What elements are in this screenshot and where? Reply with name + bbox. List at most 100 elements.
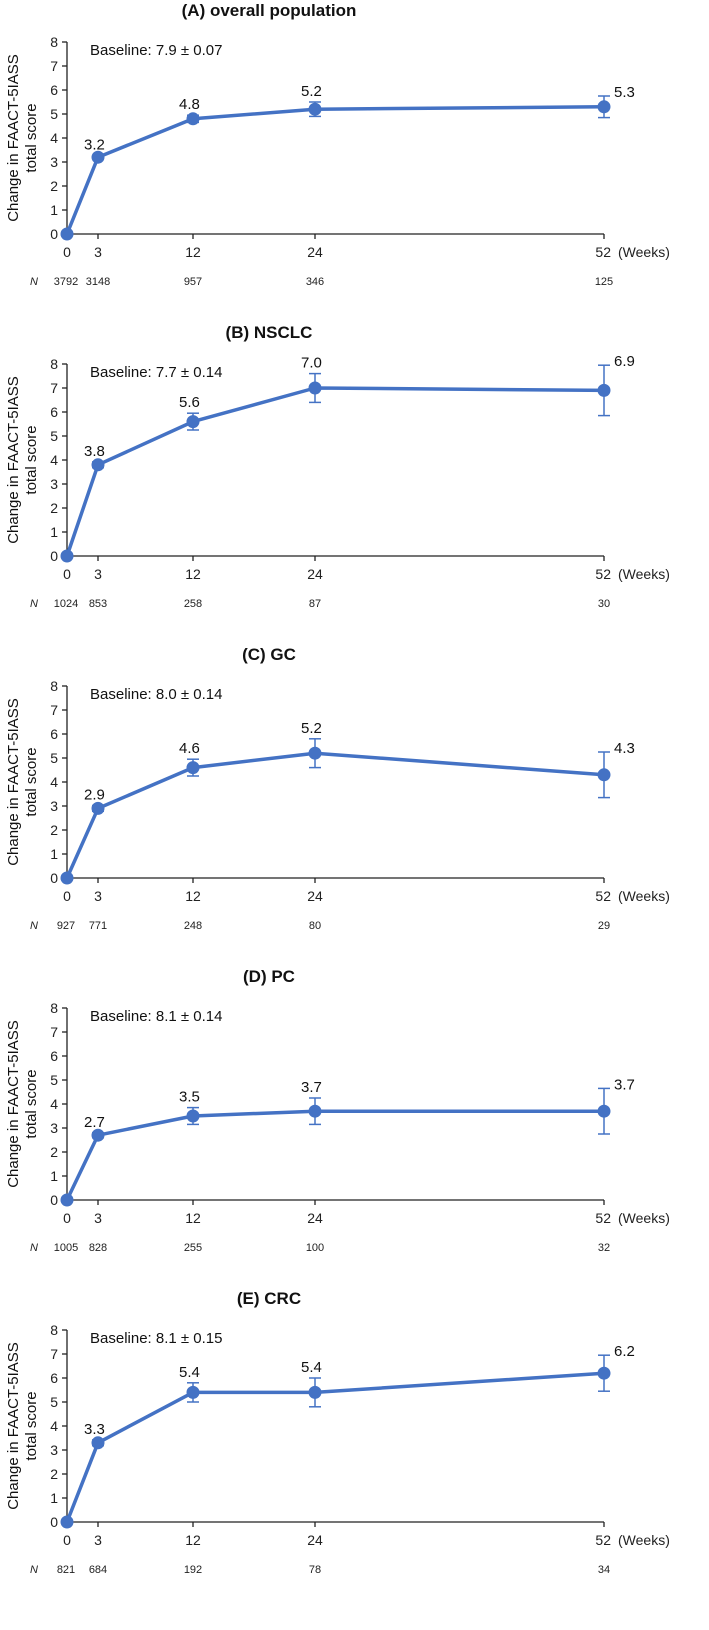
x-tick-label: 12: [185, 244, 201, 260]
y-axis-label-line2: total score: [23, 1391, 40, 1460]
y-tick-label: 2: [50, 1466, 58, 1482]
x-tick-label: 52: [595, 244, 611, 260]
y-tick-label: 7: [50, 380, 58, 396]
x-axis-unit: (Weeks): [618, 1532, 670, 1548]
y-tick-label: 0: [50, 1192, 58, 1208]
x-tick-label: 0: [63, 1532, 71, 1548]
chart-title: (A) overall population: [182, 1, 357, 20]
x-tick-label: 3: [94, 1532, 102, 1548]
y-tick-label: 8: [50, 1322, 58, 1338]
y-axis-label-line2: total score: [23, 747, 40, 816]
data-point: [186, 1109, 200, 1123]
y-tick-label: 0: [50, 548, 58, 564]
x-axis-unit: (Weeks): [618, 244, 670, 260]
data-label: 2.9: [84, 787, 105, 804]
x-tick-label: 3: [94, 1210, 102, 1226]
y-tick-label: 8: [50, 678, 58, 694]
n-value: 3792: [54, 276, 78, 288]
y-tick-label: 7: [50, 1346, 58, 1362]
data-label: 3.8: [84, 443, 105, 460]
n-value: 927: [57, 920, 75, 932]
y-axis-label-line1: Change in FAACT-5IASS: [5, 1342, 22, 1510]
n-value: 828: [89, 1242, 107, 1254]
data-point: [308, 746, 322, 760]
x-axis-unit: (Weeks): [618, 888, 670, 904]
data-point: [91, 150, 105, 164]
n-value: 3148: [86, 276, 110, 288]
y-tick-label: 0: [50, 1514, 58, 1530]
data-point: [597, 100, 611, 114]
y-tick-label: 4: [50, 1418, 58, 1434]
y-tick-label: 2: [50, 500, 58, 516]
n-symbol: N: [30, 598, 38, 610]
n-value: 255: [184, 1242, 202, 1254]
data-point: [186, 1385, 200, 1399]
y-tick-label: 7: [50, 1024, 58, 1040]
baseline-annotation: Baseline: 7.9 ± 0.07: [90, 42, 223, 59]
y-tick-label: 3: [50, 1120, 58, 1136]
y-tick-label: 5: [50, 106, 58, 122]
y-tick-label: 8: [50, 34, 58, 50]
n-value: 78: [309, 1564, 321, 1576]
x-tick-label: 52: [595, 566, 611, 582]
y-tick-label: 3: [50, 798, 58, 814]
n-value: 771: [89, 920, 107, 932]
y-tick-label: 8: [50, 1000, 58, 1016]
data-point: [308, 1104, 322, 1118]
y-tick-label: 6: [50, 82, 58, 98]
data-label: 3.7: [301, 1079, 322, 1096]
x-tick-label: 52: [595, 1210, 611, 1226]
data-label: 4.3: [614, 740, 635, 757]
data-point: [308, 102, 322, 116]
x-tick-label: 0: [63, 244, 71, 260]
y-axis-label: Change in FAACT-5IASStotal score: [5, 1342, 40, 1510]
baseline-annotation: Baseline: 7.7 ± 0.14: [90, 364, 223, 381]
y-tick-label: 0: [50, 226, 58, 242]
data-point: [186, 112, 200, 126]
y-tick-label: 6: [50, 1048, 58, 1064]
y-tick-label: 3: [50, 154, 58, 170]
x-tick-label: 12: [185, 1532, 201, 1548]
y-tick-label: 0: [50, 870, 58, 886]
y-tick-label: 2: [50, 178, 58, 194]
baseline-annotation: Baseline: 8.1 ± 0.15: [90, 1330, 223, 1347]
data-label: 2.7: [84, 1114, 105, 1131]
n-value: 87: [309, 598, 321, 610]
y-tick-label: 1: [50, 202, 58, 218]
y-tick-label: 4: [50, 774, 58, 790]
chart-panel: (A) overall population Change in FAACT-5I…: [5, 1, 670, 288]
x-tick-label: 3: [94, 566, 102, 582]
n-value: 192: [184, 1564, 202, 1576]
y-tick-label: 5: [50, 1072, 58, 1088]
x-tick-label: 24: [307, 566, 323, 582]
x-tick-label: 12: [185, 888, 201, 904]
y-axis-label: Change in FAACT-5IASStotal score: [5, 698, 40, 866]
n-value: 258: [184, 598, 202, 610]
y-tick-label: 1: [50, 1168, 58, 1184]
n-value: 684: [89, 1564, 107, 1576]
baseline-annotation: Baseline: 8.1 ± 0.14: [90, 1008, 223, 1025]
series-line: [65, 1109, 604, 1201]
x-axis-unit: (Weeks): [618, 566, 670, 582]
data-label: 3.2: [84, 137, 105, 154]
data-point: [186, 415, 200, 429]
n-value: 29: [598, 920, 610, 932]
y-tick-label: 5: [50, 1394, 58, 1410]
data-point: [308, 381, 322, 395]
n-value: 125: [595, 276, 613, 288]
x-tick-label: 0: [63, 566, 71, 582]
x-tick-label: 52: [595, 1532, 611, 1548]
data-point: [91, 1128, 105, 1142]
series-line: [65, 751, 605, 879]
y-axis-label: Change in FAACT-5IASStotal score: [5, 54, 40, 222]
data-label: 3.3: [84, 1421, 105, 1438]
n-symbol: N: [30, 920, 38, 932]
n-symbol: N: [30, 276, 38, 288]
y-tick-label: 4: [50, 130, 58, 146]
x-tick-label: 24: [307, 244, 323, 260]
n-value: 34: [598, 1564, 610, 1576]
y-axis-label-line1: Change in FAACT-5IASS: [5, 1020, 22, 1188]
chart-title: (D) PC: [243, 967, 295, 986]
data-label: 5.3: [614, 84, 635, 101]
